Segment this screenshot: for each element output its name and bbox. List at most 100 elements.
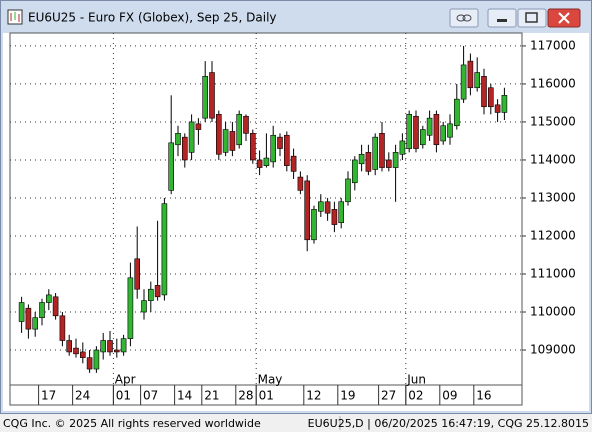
candle-body bbox=[379, 133, 385, 168]
candle-body bbox=[250, 133, 256, 161]
status-bar bbox=[0, 414, 592, 432]
x-tick-label: 28 bbox=[238, 389, 253, 403]
candle-body bbox=[154, 285, 161, 298]
candle-body bbox=[413, 115, 419, 149]
x-tick-label: 24 bbox=[75, 389, 90, 403]
candle-body bbox=[66, 340, 72, 353]
candle-body bbox=[283, 134, 290, 166]
close-button[interactable] bbox=[547, 8, 581, 28]
candle-body bbox=[18, 302, 25, 322]
candle-body bbox=[195, 123, 202, 130]
x-axis-area bbox=[9, 384, 523, 406]
candle-body bbox=[317, 201, 324, 212]
candle-body bbox=[501, 95, 508, 113]
candle-body bbox=[440, 125, 447, 142]
candle-body bbox=[45, 294, 52, 303]
candle-body bbox=[86, 357, 93, 370]
month-label: May bbox=[258, 373, 283, 387]
candle-body bbox=[351, 159, 358, 184]
candle-body bbox=[80, 351, 86, 358]
candle-body bbox=[270, 134, 277, 163]
candle-body bbox=[127, 277, 134, 339]
x-tick-label: 17 bbox=[41, 389, 56, 403]
candle-body bbox=[331, 209, 338, 225]
y-tick-label: 112000 bbox=[530, 228, 576, 242]
footer-left: CQG Inc. © 2025 All rights reserved worl… bbox=[3, 417, 261, 430]
candle-body bbox=[392, 152, 399, 168]
candle-body bbox=[134, 258, 140, 290]
plot-area bbox=[9, 32, 523, 386]
minimize-button[interactable] bbox=[487, 8, 517, 28]
candle-body bbox=[236, 114, 242, 146]
candle-body bbox=[494, 104, 501, 113]
candle-body bbox=[297, 176, 304, 191]
candle-body bbox=[467, 60, 474, 89]
window-title: EU6U25 - Euro FX (Globex), Sep 25, Daily bbox=[28, 11, 277, 25]
candle-body bbox=[161, 203, 168, 296]
candle-body bbox=[460, 64, 467, 100]
candle-body bbox=[453, 98, 460, 127]
candle-body bbox=[182, 136, 188, 161]
candle-body bbox=[358, 153, 365, 165]
candle-body bbox=[304, 180, 311, 241]
chart-layer: 109000 110000 111000 112000 113000 114000 1150… bbox=[10, 33, 576, 405]
link-button[interactable] bbox=[449, 8, 479, 28]
candle-body bbox=[52, 296, 59, 317]
y-tick-label: 109000 bbox=[530, 343, 576, 357]
candle-body bbox=[263, 157, 270, 166]
candle-body bbox=[433, 114, 440, 146]
candle-body bbox=[338, 201, 345, 223]
candle-body bbox=[59, 315, 66, 341]
candle-body bbox=[372, 136, 379, 170]
candle-body bbox=[487, 87, 494, 108]
y-tick-label: 115000 bbox=[530, 114, 576, 128]
candle-body bbox=[311, 209, 317, 241]
candle-body bbox=[148, 288, 154, 301]
app-icon bbox=[7, 9, 23, 25]
candle-body bbox=[229, 131, 236, 151]
candle-body bbox=[216, 114, 222, 155]
candle-body bbox=[73, 347, 79, 355]
y-tick-label: 114000 bbox=[530, 152, 576, 166]
candle-body bbox=[399, 140, 406, 155]
candle-body bbox=[345, 178, 351, 203]
y-tick-label: 113000 bbox=[530, 190, 576, 204]
candle-body bbox=[406, 114, 413, 149]
candle-body bbox=[324, 201, 331, 214]
month-label: Jun bbox=[406, 373, 426, 387]
candle-body bbox=[474, 72, 481, 89]
candle-body bbox=[141, 300, 147, 313]
x-tick-label: 01 bbox=[116, 389, 131, 403]
candle-body bbox=[107, 340, 113, 353]
y-tick-label: 117000 bbox=[530, 38, 576, 52]
x-tick-label: 19 bbox=[340, 389, 355, 403]
x-tick-label: 01 bbox=[259, 389, 274, 403]
candle-body bbox=[120, 338, 127, 353]
x-tick-label: 07 bbox=[143, 389, 158, 403]
candle-body bbox=[426, 117, 433, 136]
x-tick-label: 09 bbox=[442, 389, 457, 403]
y-tick-label: 116000 bbox=[530, 76, 576, 90]
candle-body bbox=[114, 349, 120, 353]
candle-body bbox=[256, 159, 263, 168]
candle-body bbox=[419, 129, 426, 146]
y-tick-label: 111000 bbox=[530, 267, 576, 281]
candle-body bbox=[365, 152, 372, 172]
y-tick-label: 110000 bbox=[530, 305, 576, 319]
candle-body bbox=[385, 159, 392, 168]
restore-button[interactable] bbox=[517, 8, 547, 28]
x-tick-label: 27 bbox=[381, 389, 396, 403]
x-tick-label: 14 bbox=[177, 389, 192, 403]
candle-body bbox=[202, 76, 208, 119]
x-tick-label: 16 bbox=[476, 389, 491, 403]
candle-body bbox=[290, 155, 297, 172]
candle-body bbox=[100, 340, 106, 353]
candle-body bbox=[447, 123, 453, 138]
candle-body bbox=[175, 133, 181, 146]
month-label: Apr bbox=[115, 373, 136, 387]
candle-body bbox=[39, 302, 45, 319]
candle-body bbox=[481, 76, 487, 108]
footer-right: EU6U25,D | 06/20/2025 16:47:19, CQG 25.1… bbox=[308, 417, 589, 430]
candle-body bbox=[243, 115, 249, 134]
